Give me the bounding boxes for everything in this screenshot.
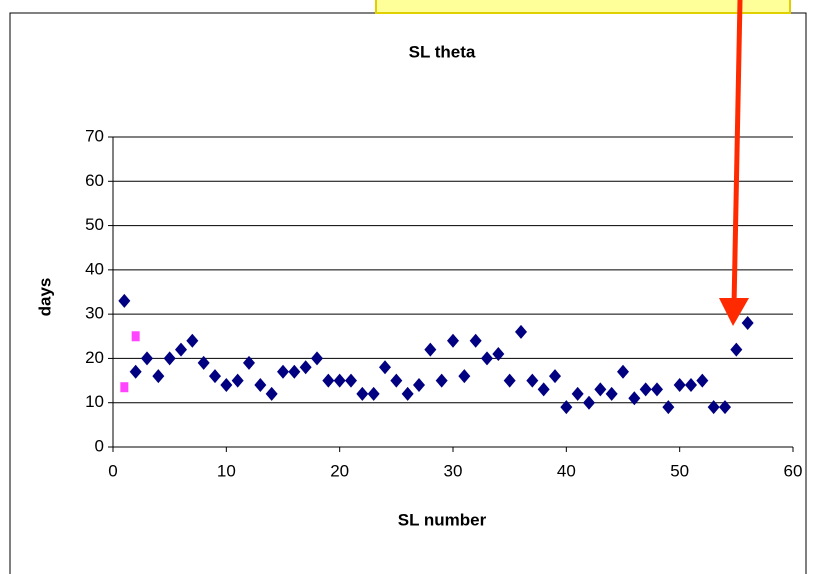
x-tick-label: 10 [217, 461, 236, 480]
arrow-shaft [731, 0, 743, 307]
point [685, 378, 697, 392]
point [311, 351, 323, 366]
chart-title: SL theta [409, 42, 476, 61]
y-tick-label: 50 [85, 215, 104, 234]
point [662, 400, 675, 415]
point [265, 386, 278, 401]
point [571, 386, 584, 401]
point [322, 373, 335, 388]
point [741, 316, 754, 330]
x-tick-label: 30 [444, 461, 463, 480]
y-axis-label: days [35, 278, 54, 317]
point [277, 364, 289, 379]
x-tick-label: 0 [108, 461, 117, 480]
point [503, 373, 516, 388]
x-tick-label: 60 [784, 461, 803, 480]
point [120, 382, 129, 393]
point [707, 400, 720, 415]
callout-box [375, 0, 791, 14]
point [719, 400, 731, 415]
point [515, 324, 527, 339]
point [481, 351, 493, 366]
x-tick-label: 50 [670, 461, 689, 480]
point [345, 373, 357, 388]
point [447, 333, 459, 348]
point [673, 378, 686, 392]
point [730, 342, 743, 357]
point [209, 369, 221, 384]
point [492, 347, 505, 361]
point [594, 382, 607, 397]
arrow-head [719, 298, 749, 326]
point [413, 378, 425, 392]
point [231, 373, 244, 388]
point [356, 386, 369, 401]
point [628, 391, 641, 406]
point [560, 400, 573, 415]
y-tick-label: 40 [85, 259, 104, 278]
point [424, 342, 437, 357]
point [390, 373, 403, 388]
point [696, 373, 709, 388]
point [299, 360, 312, 375]
point [537, 382, 550, 397]
point [152, 369, 165, 384]
point [651, 382, 663, 397]
point [526, 373, 539, 388]
point [379, 360, 391, 375]
point [458, 369, 471, 384]
y-tick-label: 0 [95, 436, 104, 455]
point [435, 373, 448, 388]
point [254, 378, 267, 392]
point [401, 386, 414, 401]
point [220, 378, 233, 392]
point [469, 333, 482, 348]
plot-area: 0 10 20 30 40 50 60 70 0 10 20 30 40 50 60 [85, 126, 802, 480]
point [131, 331, 140, 342]
point [129, 364, 142, 379]
point [186, 333, 199, 348]
point [549, 369, 561, 384]
point [333, 373, 346, 388]
point [175, 342, 187, 357]
point [583, 395, 595, 410]
point [163, 351, 176, 366]
x-tick-label: 20 [330, 461, 349, 480]
y-tick-label: 70 [85, 126, 104, 145]
chart-frame [9, 12, 807, 574]
point [367, 386, 380, 401]
point [639, 382, 652, 397]
point [288, 364, 301, 379]
y-tick-label: 30 [85, 304, 104, 323]
point [605, 386, 618, 401]
point [118, 293, 131, 308]
point [197, 355, 210, 370]
point [141, 351, 153, 366]
point [243, 355, 255, 370]
y-tick-label: 60 [85, 171, 104, 190]
x-axis-label: SL number [398, 510, 487, 529]
y-tick-label: 20 [85, 348, 104, 367]
point [617, 364, 629, 379]
x-tick-label: 40 [557, 461, 576, 480]
y-tick-label: 10 [85, 392, 104, 411]
